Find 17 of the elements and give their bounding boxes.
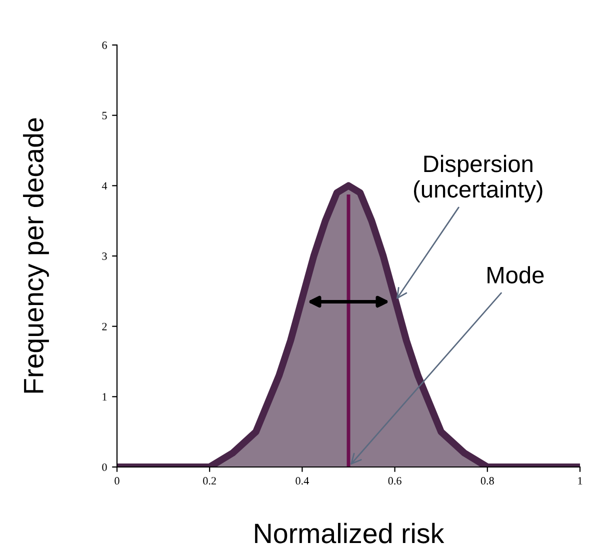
y-tick-label: 3 [102, 252, 107, 260]
y-tick-label: 4 [102, 182, 108, 190]
y-axis-title: Frequency per decade [23, 118, 49, 393]
x-tick-label: 0 [114, 477, 120, 485]
annotation: Mode [488, 266, 544, 284]
y-tick-label: 0 [102, 463, 107, 471]
y-tick-label: 1 [102, 393, 107, 401]
y-tick-label: 5 [102, 112, 107, 120]
y-tick-label: 2 [102, 322, 107, 330]
x-axis-title: Normalized risk [255, 522, 444, 544]
x-tick-label: 0.8 [480, 477, 494, 485]
annotation: Dispersion (uncertainty) [414, 154, 542, 202]
y-tick-label: 6 [102, 41, 107, 49]
x-tick-label: 1 [578, 477, 582, 484]
x-tick-label: 0.4 [296, 477, 309, 485]
x-tick-label: 0.6 [388, 477, 402, 485]
x-tick-label: 0.2 [203, 477, 216, 485]
